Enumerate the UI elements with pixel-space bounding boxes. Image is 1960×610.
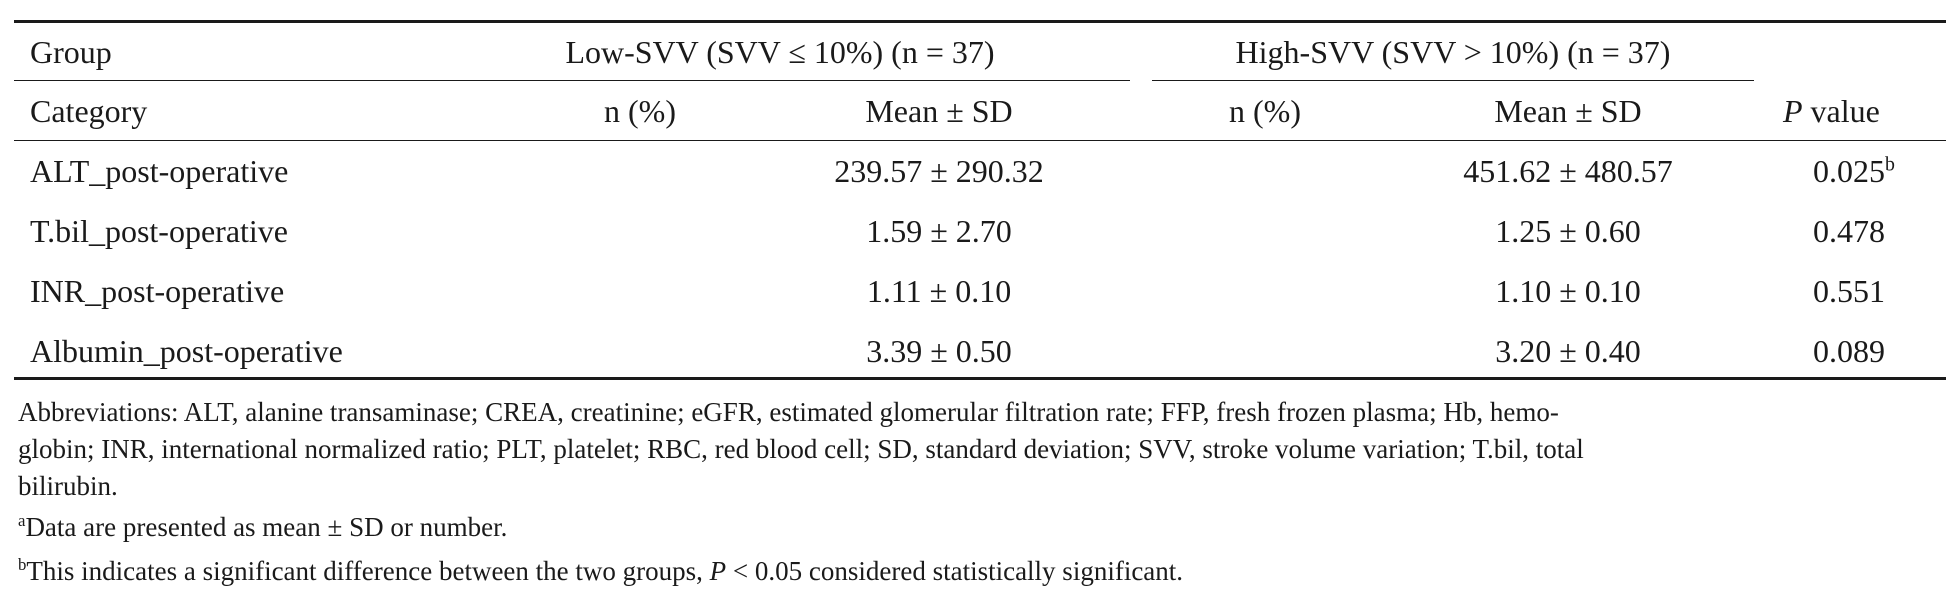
row-category: INR_post-operative — [30, 273, 285, 309]
footnote-b-marker: b — [18, 555, 27, 574]
row-category: Albumin_post-operative — [30, 333, 343, 369]
abbreviations-line-1: Abbreviations: ALT, alanine transaminase… — [18, 397, 1559, 427]
row-p-value: 0.025b — [1813, 153, 1895, 189]
high-mean-sd-header: Mean ± SD — [1494, 93, 1642, 129]
group-header: Group — [30, 34, 112, 70]
top-rule — [14, 20, 1946, 23]
row-p-value: 0.478 — [1813, 213, 1885, 249]
row-p-value: 0.551 — [1813, 273, 1885, 309]
low-mean-sd-header: Mean ± SD — [865, 93, 1013, 129]
high-svv-group-header: High-SVV (SVV > 10%) (n = 37) — [1235, 34, 1671, 70]
row-category: ALT_post-operative — [30, 153, 289, 189]
category-header: Category — [30, 93, 148, 129]
footnote-a-marker: a — [18, 511, 26, 530]
row-high-mean: 451.62 ± 480.57 — [1463, 153, 1673, 189]
row-high-mean: 1.25 ± 0.60 — [1495, 213, 1641, 249]
row-category: T.bil_post-operative — [30, 213, 288, 249]
high-group-underline — [1152, 80, 1754, 81]
p-value-header: P value — [1783, 93, 1880, 129]
low-svv-group-header: Low-SVV (SVV ≤ 10%) (n = 37) — [565, 34, 995, 70]
row-high-mean: 1.10 ± 0.10 — [1495, 273, 1641, 309]
abbreviations-line-3: bilirubin. — [18, 471, 118, 501]
table-bottom-rule — [14, 377, 1946, 380]
low-n-pct-header: n (%) — [604, 93, 676, 129]
row-p-value: 0.089 — [1813, 333, 1885, 369]
row-low-mean: 1.59 ± 2.70 — [866, 213, 1012, 249]
row-low-mean: 1.11 ± 0.10 — [866, 273, 1012, 309]
footnote-b: bThis indicates a significant difference… — [18, 555, 1184, 586]
high-n-pct-header: n (%) — [1229, 93, 1301, 129]
abbreviations-line-2: globin; INR, international normalized ra… — [18, 434, 1584, 464]
row-high-mean: 3.20 ± 0.40 — [1495, 333, 1641, 369]
footnote-marker: b — [1885, 153, 1895, 176]
row-low-mean: 239.57 ± 290.32 — [834, 153, 1044, 189]
header-bottom-rule — [14, 140, 1946, 141]
low-group-underline — [14, 80, 1130, 81]
row-low-mean: 3.39 ± 0.50 — [866, 333, 1012, 369]
footnote-a: aData are presented as mean ± SD or numb… — [18, 511, 508, 542]
